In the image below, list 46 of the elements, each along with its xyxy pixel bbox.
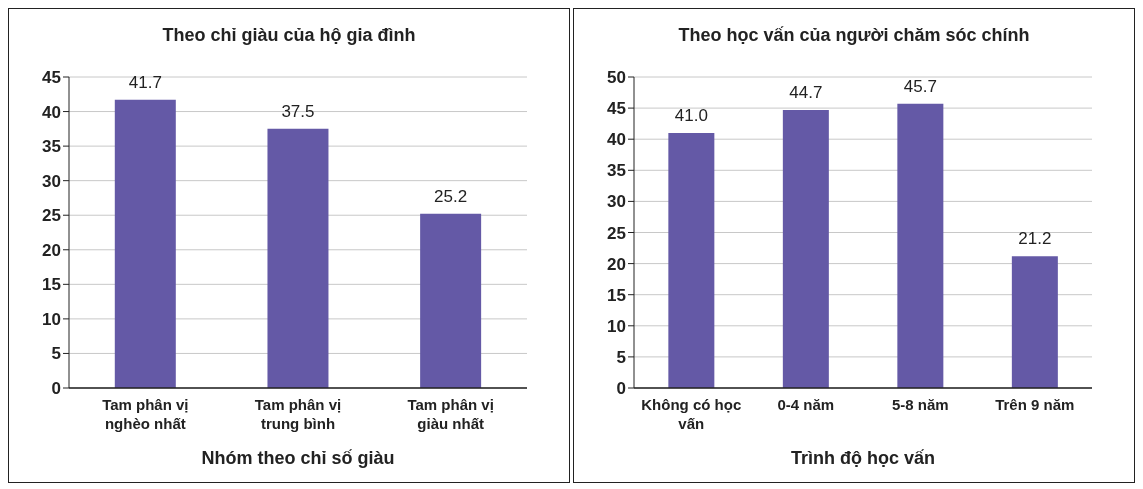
data-label: 21.2: [1018, 229, 1052, 249]
data-label: 25.2: [434, 186, 468, 206]
bar: [897, 103, 944, 388]
x-tick-label: 0-4 năm: [777, 396, 835, 413]
x-axis-title: Nhóm theo chỉ số giàu: [201, 448, 395, 468]
y-tick-label: 20: [607, 254, 626, 274]
y-tick-label: 40: [607, 130, 626, 150]
y-tick-label: 45: [607, 99, 626, 119]
x-axis-title: Trình độ học vấn: [790, 448, 936, 468]
y-tick-label: 40: [42, 102, 61, 122]
x-tick-label: Trên 9 năm: [995, 396, 1075, 413]
bar: [668, 132, 715, 388]
y-tick-label: 25: [607, 223, 626, 243]
x-tick-label: 5-8 năm: [891, 396, 949, 413]
y-tick-label: 25: [42, 206, 61, 226]
y-tick-label: 45: [42, 68, 61, 88]
data-label: 44.7: [789, 82, 823, 102]
y-tick-label: 20: [42, 240, 61, 260]
bar: [1011, 256, 1058, 388]
y-tick-label: 15: [607, 285, 626, 305]
y-tick-label: 0: [616, 379, 626, 399]
data-label: 41.0: [674, 105, 708, 125]
data-label: 37.5: [281, 101, 315, 121]
y-tick-label: 10: [607, 316, 626, 336]
y-tick-label: 5: [616, 347, 626, 367]
y-tick-label: 15: [42, 275, 61, 295]
x-tick-label: Không có học vấn: [641, 396, 742, 432]
chart-title: Theo học vấn của người chăm sóc chính: [677, 25, 1031, 47]
x-tick-label: Tam phân vị nghèo nhất: [102, 396, 189, 432]
data-label: 45.7: [903, 76, 937, 96]
bar: [420, 213, 482, 388]
bar: [782, 109, 829, 388]
y-tick-label: 35: [607, 161, 626, 181]
y-tick-label: 30: [607, 192, 626, 212]
bar: [267, 128, 329, 388]
bar: [114, 99, 176, 388]
y-tick-label: 10: [42, 309, 61, 329]
y-tick-label: 50: [607, 68, 626, 88]
x-tick-label: Tam phân vị giàu nhất: [407, 396, 494, 432]
x-tick-label: Tam phân vị trung bình: [254, 396, 342, 432]
y-tick-label: 30: [42, 171, 61, 191]
y-tick-label: 5: [51, 344, 61, 364]
data-label: 41.7: [128, 72, 162, 92]
chart-title: Theo chỉ giàu của hộ gia đình: [161, 25, 417, 47]
y-tick-label: 35: [42, 137, 61, 157]
y-tick-label: 0: [51, 379, 61, 399]
